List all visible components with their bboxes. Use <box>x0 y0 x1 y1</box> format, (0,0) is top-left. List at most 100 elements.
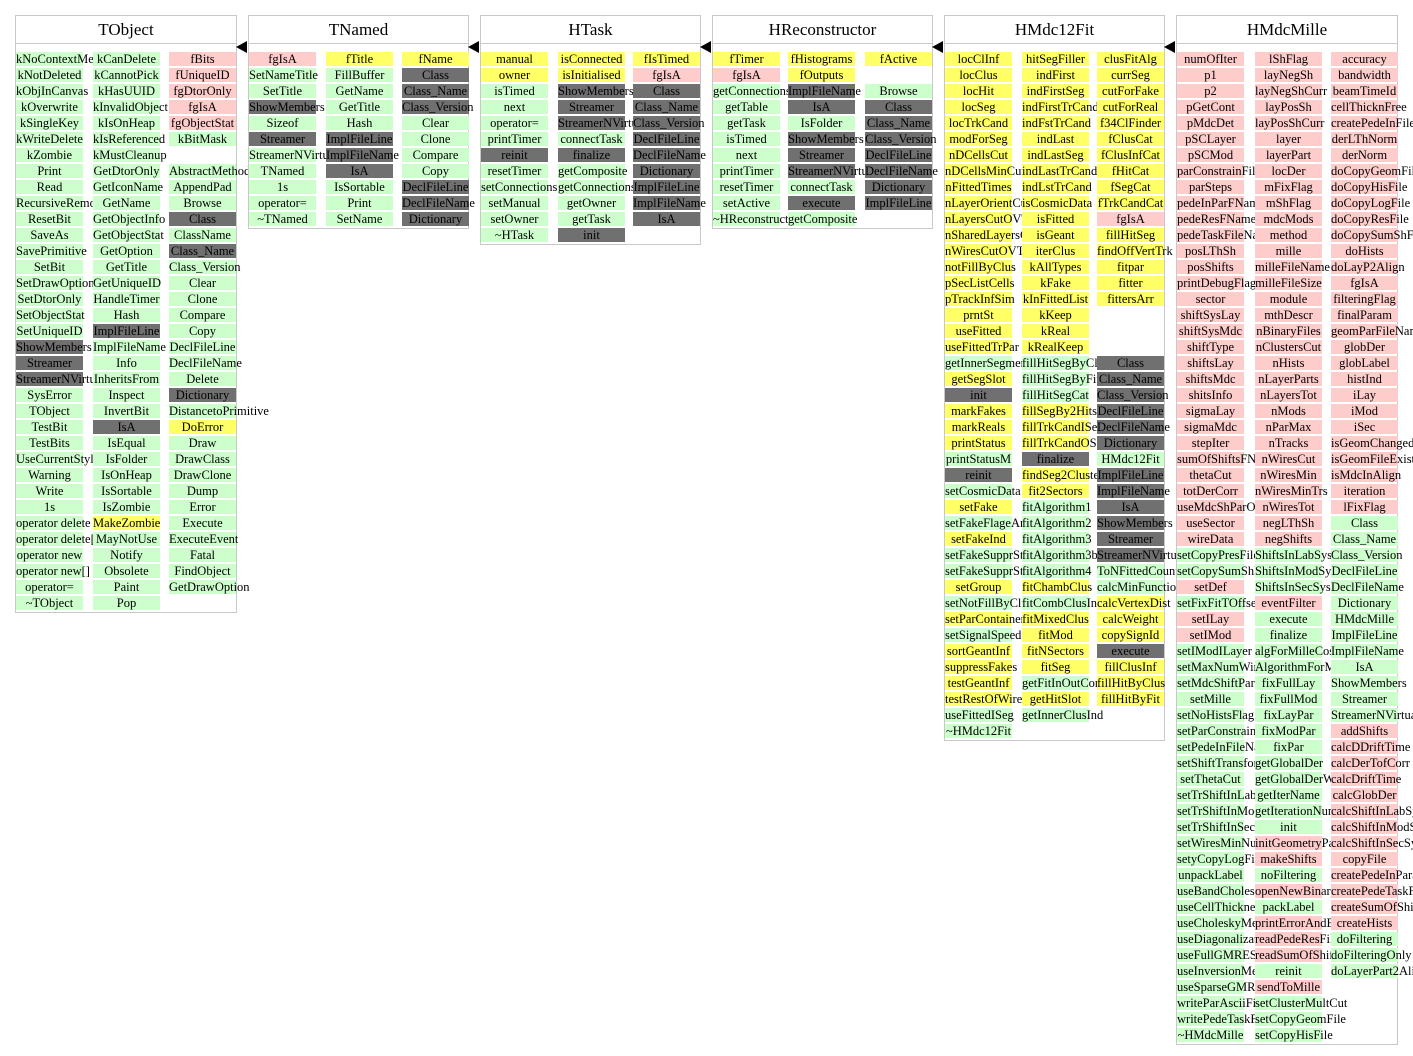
member-entry[interactable]: useMdcShParOnly <box>1177 500 1272 514</box>
member-entry[interactable]: getSegSlot <box>945 372 1012 386</box>
member-entry[interactable]: useSparseGMRESMethod <box>1177 980 1309 994</box>
member-entry[interactable]: kBitMask <box>169 132 236 146</box>
member-entry[interactable]: Compare <box>402 148 469 162</box>
member-entry[interactable]: execute <box>1255 612 1322 626</box>
member-entry[interactable]: fittersArr <box>1097 292 1164 306</box>
member-entry[interactable]: nWiresCut <box>1255 452 1322 466</box>
member-entry[interactable]: ImplFileName <box>788 84 861 98</box>
member-entry[interactable]: Streamer <box>16 356 83 370</box>
member-entry[interactable]: kIsOnHeap <box>93 116 160 130</box>
member-entry[interactable]: kFake <box>1022 276 1089 290</box>
member-entry[interactable]: doLayerPart2Align <box>1331 964 1413 978</box>
member-entry[interactable]: bandwidth <box>1331 68 1398 82</box>
member-entry[interactable]: doFiltering <box>1331 932 1398 946</box>
member-entry[interactable]: setWiresMinNum <box>1177 836 1267 850</box>
member-entry[interactable]: Class_Name <box>1331 532 1398 546</box>
member-entry[interactable]: getFitInOutCont <box>1022 676 1105 690</box>
member-entry[interactable]: milleFileName <box>1255 260 1330 274</box>
member-entry[interactable]: indLastTrCand <box>1022 164 1098 178</box>
member-entry[interactable]: calcShiftInLabSys <box>1331 804 1413 818</box>
member-entry[interactable]: doCopyResFile <box>1331 212 1409 226</box>
member-entry[interactable]: MakeZombie <box>93 516 161 530</box>
member-entry[interactable]: lFixFlag <box>1331 500 1398 514</box>
member-entry[interactable]: layPosSh <box>1255 100 1322 114</box>
member-entry[interactable]: indFirstSeg <box>1022 84 1089 98</box>
member-entry[interactable]: nWiresTot <box>1255 500 1322 514</box>
member-entry[interactable]: parSteps <box>1177 180 1244 194</box>
member-entry[interactable]: useDiagonalizationMethod <box>1177 932 1313 946</box>
member-entry[interactable]: fIsTimed <box>633 52 700 66</box>
member-entry[interactable]: resetTimer <box>713 180 780 194</box>
member-entry[interactable]: nTracks <box>1255 436 1322 450</box>
member-entry[interactable]: setTrShiftInSecSys <box>1177 820 1274 834</box>
member-entry[interactable]: locDer <box>1255 164 1322 178</box>
member-entry[interactable]: operator delete <box>16 516 91 530</box>
member-entry[interactable]: setMaxNumWiresCut <box>1177 660 1287 674</box>
member-entry[interactable]: globLabel <box>1331 356 1398 370</box>
member-entry[interactable]: setFakeFlageAndIndex <box>945 516 1061 530</box>
member-entry[interactable]: Delete <box>169 372 236 386</box>
member-entry[interactable]: ImplFileLine <box>1097 468 1164 482</box>
member-entry[interactable]: setMdcShiftParOnly <box>1177 676 1280 690</box>
member-entry[interactable]: useSector <box>1177 516 1244 530</box>
member-entry[interactable]: finalize <box>1022 452 1089 466</box>
member-entry[interactable]: ImplFileLine <box>633 180 700 194</box>
member-entry[interactable]: doCopyHisFile <box>1331 180 1408 194</box>
member-entry[interactable]: setyCopyLogFile <box>1177 852 1264 866</box>
member-entry[interactable]: ImplFileLine <box>1331 628 1398 642</box>
member-entry[interactable]: StreamerNVirtual <box>788 164 877 178</box>
member-entry[interactable]: kIsReferenced <box>93 132 166 146</box>
member-entry[interactable]: nMods <box>1255 404 1322 418</box>
member-entry[interactable]: Hash <box>93 308 160 322</box>
member-entry[interactable]: pTrackInfSim <box>945 292 1015 306</box>
member-entry[interactable]: fgObjectStat <box>169 116 236 130</box>
member-entry[interactable]: derLThNorm <box>1331 132 1398 146</box>
member-entry[interactable]: sumOfShiftsFName <box>1177 452 1277 466</box>
member-entry[interactable]: fillHitSegByFit <box>1022 372 1100 386</box>
member-entry[interactable]: setTrShiftInLabSys <box>1177 788 1275 802</box>
member-entry[interactable]: IsZombie <box>93 500 160 514</box>
member-entry[interactable]: StreamerNVirtual <box>558 116 647 130</box>
member-entry[interactable]: layNegShCurr <box>1255 84 1328 98</box>
member-entry[interactable]: createPedeTaskFile <box>1331 884 1413 898</box>
member-entry[interactable]: fillHitByFit <box>1097 692 1164 706</box>
member-entry[interactable]: DeclFileLine <box>169 340 236 354</box>
member-entry[interactable]: Class <box>169 212 236 226</box>
member-entry[interactable]: fitChambClus <box>1022 580 1093 594</box>
member-entry[interactable]: fitCombClusIndFit <box>1022 596 1118 610</box>
member-entry[interactable]: setNoHistsFlag <box>1177 708 1255 722</box>
member-entry[interactable]: SetName <box>326 212 393 226</box>
member-entry[interactable]: printStatus <box>945 436 1012 450</box>
member-entry[interactable]: DeclFileName <box>1331 580 1404 594</box>
member-entry[interactable]: fClusCat <box>1097 132 1164 146</box>
member-entry[interactable]: stepIter <box>1177 436 1244 450</box>
member-entry[interactable]: Browse <box>865 84 932 98</box>
member-entry[interactable]: setFake <box>945 500 1012 514</box>
member-entry[interactable]: makeShifts <box>1255 852 1322 866</box>
member-entry[interactable]: fitSeg <box>1022 660 1089 674</box>
member-entry[interactable]: operator new <box>16 548 83 562</box>
member-entry[interactable]: pedeInParFName <box>1177 196 1265 210</box>
member-entry[interactable]: DeclFileLine <box>1331 564 1398 578</box>
member-entry[interactable]: finalize <box>1255 628 1322 642</box>
member-entry[interactable]: ~HTask <box>481 228 548 242</box>
member-entry[interactable]: getConnections <box>558 180 636 194</box>
member-entry[interactable]: doLayP2Align <box>1331 260 1405 274</box>
member-entry[interactable]: fName <box>402 52 469 66</box>
member-entry[interactable]: kObjInCanvas <box>16 84 89 98</box>
member-entry[interactable]: negLThSh <box>1255 516 1322 530</box>
member-entry[interactable]: kInvalidObject <box>93 100 168 114</box>
member-entry[interactable]: Copy <box>402 164 469 178</box>
member-entry[interactable]: IsA <box>326 164 393 178</box>
member-entry[interactable]: calcWeight <box>1097 612 1164 626</box>
member-entry[interactable]: fillHitSegByClus <box>1022 356 1109 370</box>
member-entry[interactable]: createPedeInFile <box>1331 116 1413 130</box>
member-entry[interactable]: mthDescr <box>1255 308 1322 322</box>
member-entry[interactable]: fixPar <box>1255 740 1322 754</box>
member-entry[interactable]: printStatusM <box>945 452 1012 466</box>
member-entry[interactable]: kHasUUID <box>93 84 160 98</box>
member-entry[interactable]: nSharedLayersCut <box>945 228 1039 242</box>
member-entry[interactable]: StreamerNVirtual <box>16 372 105 386</box>
member-entry[interactable]: pSecListCells <box>945 276 1015 290</box>
member-entry[interactable]: isMdcInAlign <box>1331 468 1402 482</box>
